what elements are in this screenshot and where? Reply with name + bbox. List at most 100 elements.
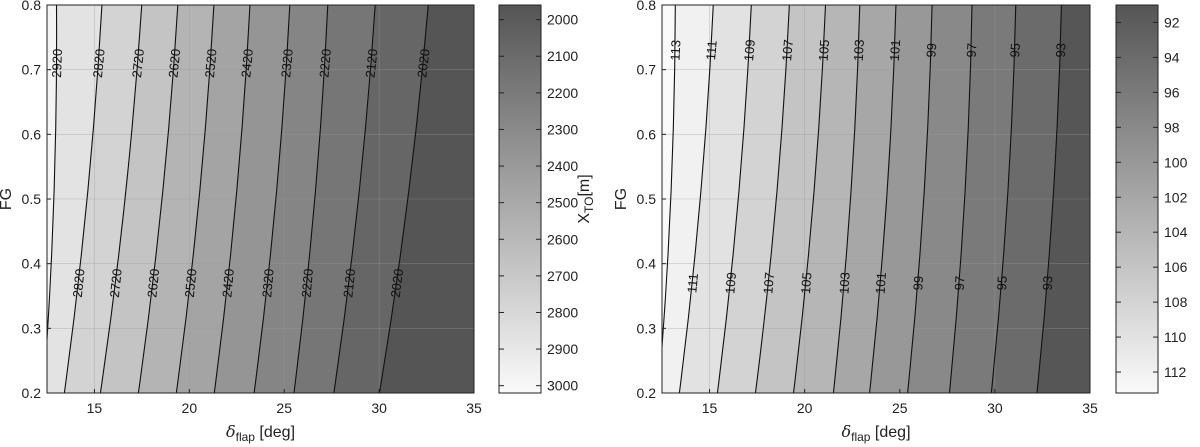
contour-label-text: 2820 bbox=[90, 48, 108, 78]
colorbar-tick-label: 100 bbox=[1164, 154, 1188, 170]
contour-label-text: 111 bbox=[684, 273, 701, 294]
contour-label: 101 bbox=[887, 39, 903, 62]
contour-label: 107 bbox=[760, 272, 777, 295]
contour-label: 93 bbox=[1053, 43, 1069, 58]
contour-line bbox=[1036, 5, 1062, 393]
contour-label-text: 103 bbox=[851, 39, 867, 62]
colorbar-tick-label: 2200 bbox=[547, 85, 578, 101]
x-axis-label: δflap [deg] bbox=[841, 422, 910, 444]
contour-label-text: 103 bbox=[836, 272, 852, 295]
contour-label: 109 bbox=[741, 39, 758, 62]
contour-label-text: 2520 bbox=[182, 268, 200, 298]
contour-label-text: 93 bbox=[1053, 43, 1069, 58]
colorbar-tick-label: 2900 bbox=[547, 341, 578, 357]
contour-label-text: 107 bbox=[779, 39, 796, 62]
contour-label: 2220 bbox=[316, 48, 333, 78]
contour-label: 2920 bbox=[49, 49, 65, 78]
y-tick-label: 0.2 bbox=[637, 385, 657, 401]
contour-label-text: 111 bbox=[703, 40, 720, 61]
contour-label-text: 2620 bbox=[144, 268, 162, 298]
colorbar-tick-label: 2600 bbox=[547, 231, 578, 247]
contour-label: 99 bbox=[910, 275, 926, 290]
contour-label: 105 bbox=[816, 39, 833, 62]
contour-line bbox=[63, 5, 103, 393]
contour-label-text: 2620 bbox=[165, 48, 183, 78]
contour-label-text: 2220 bbox=[316, 48, 333, 78]
colorbar-tick-label: 94 bbox=[1164, 49, 1180, 65]
contour-line bbox=[869, 5, 897, 393]
y-tick-label: 0.2 bbox=[22, 385, 42, 401]
contour-line bbox=[137, 5, 179, 393]
contour-label: 2720 bbox=[107, 268, 125, 298]
contour-label-text: 97 bbox=[964, 43, 980, 58]
contour-label-text: 97 bbox=[952, 275, 968, 290]
contour-label: 99 bbox=[923, 43, 939, 58]
contour-label: 95 bbox=[994, 275, 1010, 290]
contour-label-text: 2720 bbox=[129, 48, 147, 78]
contour-label-text: 2420 bbox=[219, 268, 237, 298]
contour-label-text: 105 bbox=[816, 39, 833, 62]
colorbar-tick-label: 92 bbox=[1164, 14, 1180, 30]
contour-label-text: 2220 bbox=[299, 268, 316, 298]
contour-label: 95 bbox=[1007, 43, 1023, 58]
colorbar-tick-label: 110 bbox=[1164, 329, 1187, 345]
contour-label-text: 93 bbox=[1040, 275, 1056, 290]
y-tick-label: 0.8 bbox=[22, 0, 42, 13]
y-tick-label: 0.5 bbox=[22, 191, 42, 207]
y-tick-label: 0.7 bbox=[637, 62, 657, 78]
contour-label: 107 bbox=[779, 39, 796, 62]
colorbar-tick-label: 98 bbox=[1164, 119, 1180, 135]
contour-label-text: 99 bbox=[923, 43, 939, 58]
contour-label-text: 2920 bbox=[49, 49, 65, 78]
contour-line bbox=[213, 5, 251, 393]
x-tick-label: 35 bbox=[1082, 400, 1098, 416]
contour-label: 2020 bbox=[388, 268, 406, 299]
contour-label: 2820 bbox=[70, 268, 88, 298]
contour-label-text: 95 bbox=[1007, 43, 1023, 58]
contour-label-text: 109 bbox=[741, 39, 758, 62]
contour-label: 113 bbox=[668, 40, 684, 61]
vobstacle-contour-panel: 113 111 111 109 109 107 107 105 105 103 103 101 101 9… bbox=[613, 0, 1188, 444]
colorbar-tick-label: 102 bbox=[1164, 189, 1188, 205]
contour-label: 103 bbox=[851, 39, 867, 62]
y-tick-label: 0.6 bbox=[22, 126, 42, 142]
colorbar-tick-label: 2000 bbox=[547, 12, 578, 28]
colorbar-tick-label: 96 bbox=[1164, 84, 1180, 100]
contour-label: 2320 bbox=[278, 48, 296, 78]
y-tick-label: 0.4 bbox=[22, 256, 42, 272]
x-tick-label: 20 bbox=[797, 400, 813, 416]
contour-label: 2420 bbox=[238, 48, 256, 78]
contour-line bbox=[678, 5, 714, 393]
x-tick-label: 15 bbox=[702, 400, 718, 416]
colorbar-tick-label: 106 bbox=[1164, 259, 1188, 275]
contour-line bbox=[378, 5, 429, 393]
contour-line bbox=[47, 5, 58, 349]
contour-label: 2620 bbox=[144, 268, 162, 298]
contour-label: 2720 bbox=[129, 48, 147, 78]
contour-line bbox=[754, 5, 790, 393]
contour-label: 2020 bbox=[414, 48, 432, 79]
colorbar-tick-label: 2300 bbox=[547, 121, 578, 137]
contour-label: 2220 bbox=[299, 268, 316, 298]
contour-line bbox=[99, 5, 143, 393]
contour-line bbox=[333, 5, 376, 393]
contour-line bbox=[948, 5, 973, 393]
y-tick-label: 0.3 bbox=[637, 320, 657, 336]
contour-label-text: 99 bbox=[910, 275, 926, 290]
contour-label: 2520 bbox=[202, 48, 220, 78]
contour-label: 105 bbox=[798, 272, 815, 295]
contour-label-text: 2120 bbox=[340, 268, 358, 298]
contour-label: 93 bbox=[1040, 275, 1056, 290]
x-tick-label: 25 bbox=[276, 400, 292, 416]
colorbar-tick-label: 104 bbox=[1164, 224, 1188, 240]
contour-line bbox=[175, 5, 215, 393]
contour-label-text: 2320 bbox=[278, 48, 296, 78]
contour-label: 97 bbox=[952, 275, 968, 290]
y-tick-label: 0.5 bbox=[637, 191, 657, 207]
x-axis-label: δflap [deg] bbox=[226, 422, 295, 444]
contour-label: 103 bbox=[836, 272, 852, 295]
colorbar bbox=[498, 4, 542, 394]
contour-label-text: 2120 bbox=[362, 48, 380, 78]
contour-label: 111 bbox=[703, 40, 720, 61]
